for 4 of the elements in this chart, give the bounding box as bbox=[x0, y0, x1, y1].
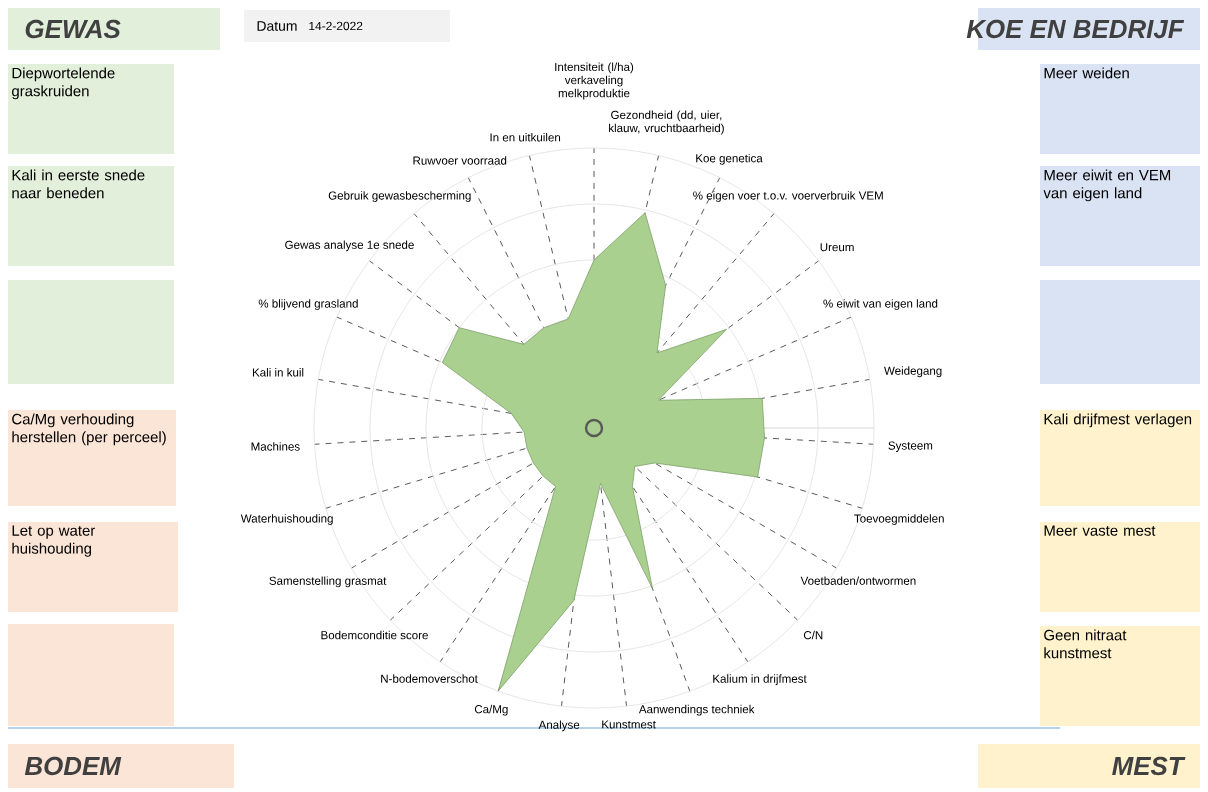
text: GEWAS bbox=[25, 19, 121, 39]
text: BODEM bbox=[24, 756, 122, 776]
text: KOE EN BEDRIJF bbox=[966, 19, 1185, 39]
text: MEST bbox=[1112, 756, 1186, 776]
